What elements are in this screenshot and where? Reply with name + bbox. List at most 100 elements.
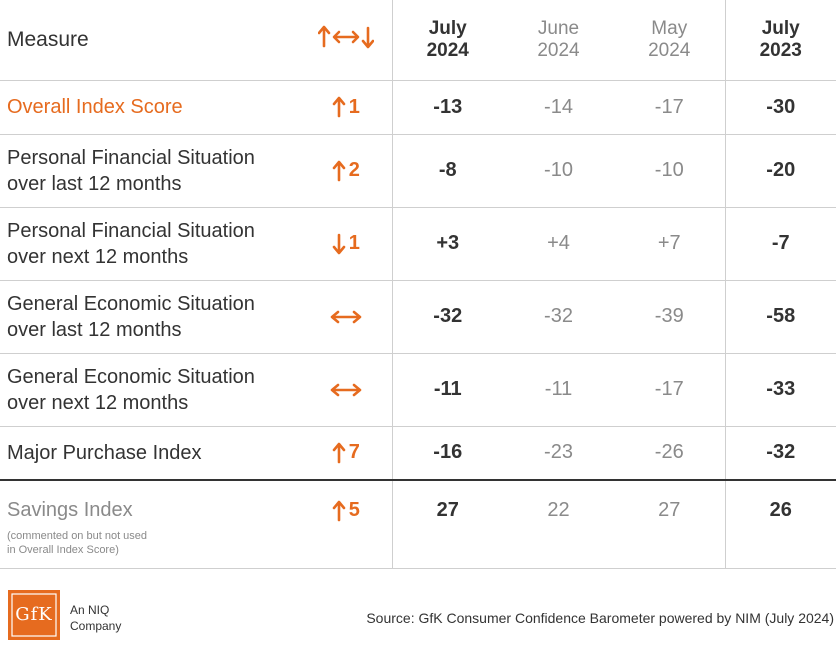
value-cell: -16 — [391, 426, 503, 481]
table-row: Personal Financial Situation over next 12… — [0, 207, 836, 281]
source-note: Source: GfK Consumer Confidence Baromete… — [366, 610, 834, 626]
company-line: Company — [70, 619, 122, 633]
arrow-down-icon — [332, 233, 345, 254]
value-cell: +3 — [391, 207, 503, 281]
logo-frame-icon — [11, 593, 57, 637]
savings-index-note: (commented on but not used in Overall In… — [7, 529, 300, 557]
value-cell: -10 — [614, 134, 726, 208]
measure-label-line: over last 12 months — [7, 318, 182, 341]
table-row-savings-index: Savings Index (commented on but not used… — [0, 480, 836, 569]
change-value: 7 — [348, 441, 360, 464]
change-cell: 1 — [300, 207, 392, 281]
value-cell: -23 — [503, 426, 614, 481]
change-value: 5 — [348, 499, 360, 522]
header-month: July — [428, 17, 467, 39]
value-cell: 27 — [614, 480, 726, 569]
value-cell: -26 — [614, 426, 726, 481]
measure-cell: Savings Index (commented on but not used… — [0, 480, 300, 569]
header-year: 2023 — [759, 39, 802, 61]
header-year: 2024 — [648, 39, 691, 61]
measure-label-line: General Economic Situation — [7, 365, 255, 388]
footer: GfK An NIQ Company Source: GfK Consumer … — [0, 590, 840, 650]
value-cell: -33 — [725, 353, 836, 427]
company-text: An NIQ Company — [70, 602, 121, 634]
change-cell: 5 — [300, 480, 392, 569]
header-month: May — [651, 17, 688, 39]
measure-label-line: Major Purchase Index — [7, 441, 202, 464]
arrow-up-icon — [332, 160, 345, 181]
change-value: 1 — [348, 95, 360, 118]
measure-label-line: over next 12 months — [7, 391, 189, 414]
arrow-up-left-right-down-icon — [317, 25, 375, 49]
arrow-up-icon — [332, 96, 345, 118]
measure-label-line: General Economic Situation — [7, 292, 255, 315]
measure-cell: Personal Financial Situation over next 12… — [0, 207, 300, 281]
column-header-july-2024: July 2024 — [391, 0, 503, 81]
value-cell: -32 — [725, 426, 836, 481]
value-cell: -58 — [725, 280, 836, 354]
arrow-left-right-icon — [330, 383, 362, 397]
measure-label-line: over last 12 months — [7, 172, 182, 195]
note-line: in Overall Index Score) — [7, 544, 119, 556]
value-cell: -8 — [391, 134, 503, 208]
change-cell — [300, 353, 392, 427]
measure-cell: Major Purchase Index — [0, 426, 300, 481]
value-cell: 22 — [503, 480, 614, 569]
value-cell: -13 — [391, 80, 503, 135]
measure-label-line: Overall Index Score — [7, 96, 183, 118]
value-cell: -11 — [503, 353, 614, 427]
value-cell: -7 — [725, 207, 836, 281]
measure-label-line: Personal Financial Situation — [7, 219, 255, 242]
table-row: Personal Financial Situation over last 12… — [0, 134, 836, 208]
logo-text: GfK — [15, 604, 53, 625]
value-cell: -32 — [391, 280, 503, 354]
value-cell: -17 — [614, 353, 726, 427]
measure-label-line: Personal Financial Situation — [7, 146, 255, 169]
value-cell: -11 — [391, 353, 503, 427]
table-header-row: Measure July 2024 June — [0, 0, 836, 81]
header-year: 2024 — [426, 39, 469, 61]
measure-cell: General Economic Situation over next 12 m… — [0, 353, 300, 427]
consumer-confidence-table: Measure July 2024 June — [0, 0, 836, 569]
change-value: 1 — [348, 232, 360, 255]
table-row: Overall Index Score 1 -13 -14 -17 -30 — [0, 80, 836, 135]
value-cell: -32 — [503, 280, 614, 354]
change-cell: 7 — [300, 426, 392, 481]
arrow-left-right-icon — [330, 310, 362, 324]
column-header-july-2023: July 2023 — [725, 0, 836, 81]
value-cell: -17 — [614, 80, 726, 135]
table-row: General Economic Situation over next 12 m… — [0, 353, 836, 427]
header-month: July — [761, 17, 800, 39]
change-value: 2 — [348, 159, 360, 182]
measure-cell: Overall Index Score — [0, 80, 300, 135]
table-row: General Economic Situation over last 12 m… — [0, 280, 836, 354]
table-body: Overall Index Score 1 -13 -14 -17 -30 Personal… — [0, 80, 836, 481]
change-cell: 2 — [300, 134, 392, 208]
value-cell: -10 — [503, 134, 614, 208]
value-cell: -20 — [725, 134, 836, 208]
note-line: (commented on but not used — [7, 530, 148, 542]
value-cell: -30 — [725, 80, 836, 135]
gfk-logo: GfK — [8, 590, 60, 640]
value-cell: -14 — [503, 80, 614, 135]
change-cell — [300, 280, 392, 354]
value-cell: -39 — [614, 280, 726, 354]
header-year: 2024 — [537, 39, 580, 61]
value-cell: +7 — [614, 207, 726, 281]
change-cell: 1 — [300, 80, 392, 135]
savings-index-label: Savings Index — [7, 499, 133, 521]
measure-cell: General Economic Situation over last 12 m… — [0, 280, 300, 354]
table-row: Major Purchase Index 7 -16 -23 -26 -32 — [0, 426, 836, 481]
column-header-june-2024: June 2024 — [503, 0, 614, 81]
measure-column-header: Measure — [0, 0, 300, 81]
value-cell: +4 — [503, 207, 614, 281]
company-line: An NIQ — [70, 603, 110, 617]
header-month: June — [537, 17, 580, 39]
measure-cell: Personal Financial Situation over last 12… — [0, 134, 300, 208]
measure-label-line: over next 12 months — [7, 245, 189, 268]
arrow-up-icon — [332, 442, 345, 464]
value-cell: 26 — [725, 480, 836, 569]
value-cell: 27 — [391, 480, 503, 569]
column-header-may-2024: May 2024 — [614, 0, 726, 81]
arrow-up-icon — [332, 500, 345, 522]
